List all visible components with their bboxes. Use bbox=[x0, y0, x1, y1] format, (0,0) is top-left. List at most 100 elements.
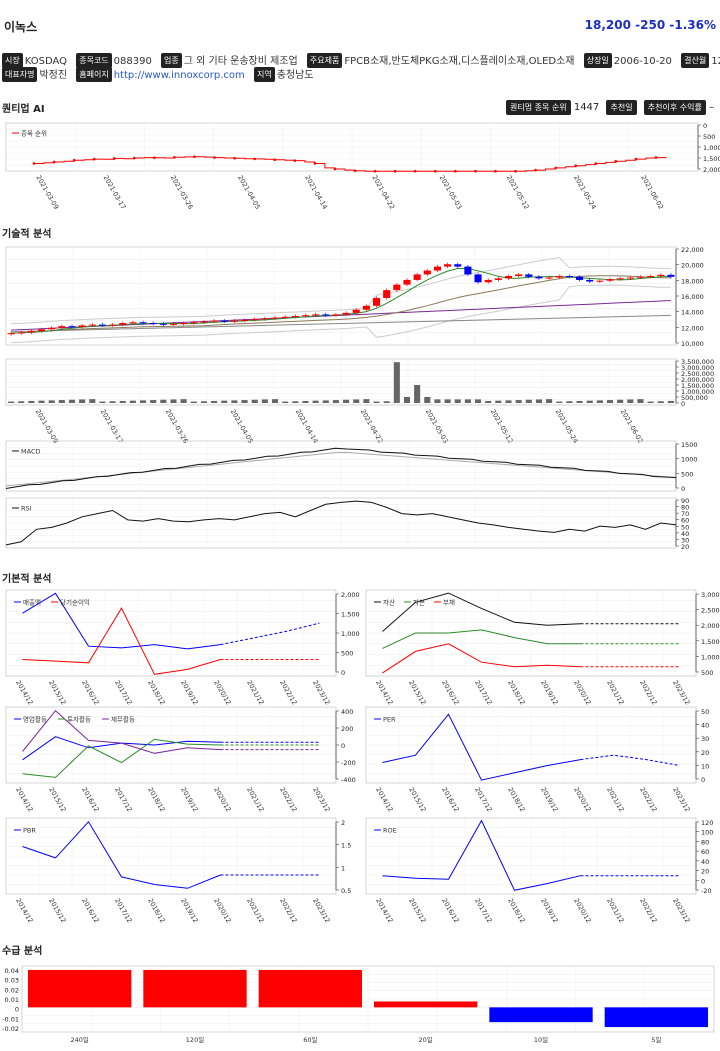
fiscal-tag: 결산월 bbox=[681, 53, 710, 68]
price-candle bbox=[139, 322, 147, 324]
volume-ytick-label: 2,500,000 bbox=[681, 370, 714, 378]
sales-xtick-label: 2016/12 bbox=[80, 679, 100, 706]
rank-point bbox=[273, 158, 277, 162]
cashflow-ytick-label: 0 bbox=[341, 742, 345, 750]
volume-xtick-label: 2021-04-14 bbox=[294, 408, 320, 445]
supply-ytick-label: 0.03 bbox=[5, 977, 19, 985]
price-candle bbox=[484, 279, 492, 283]
price-candle bbox=[494, 278, 502, 280]
rank-point bbox=[594, 162, 598, 165]
cashflow-xtick-label: 2014/12 bbox=[14, 786, 34, 813]
rank-point bbox=[654, 156, 658, 159]
PBR-xtick-label: 2020/12 bbox=[212, 897, 232, 924]
rank-point bbox=[133, 156, 136, 160]
price-candle bbox=[342, 312, 350, 315]
volume-bar bbox=[353, 399, 360, 403]
rank-point bbox=[413, 169, 417, 173]
volume-bar bbox=[261, 399, 268, 403]
PER-ytick-label: 0 bbox=[701, 776, 705, 784]
price-candle bbox=[647, 276, 655, 278]
ROE-xtick-label: 2018/12 bbox=[506, 897, 526, 924]
PBR-xtick-label: 2017/12 bbox=[113, 897, 133, 924]
volume-bar bbox=[667, 400, 674, 403]
supply-bar bbox=[374, 1001, 478, 1008]
volume-bar bbox=[475, 399, 482, 403]
macd-ytick-label: 1000 bbox=[681, 456, 698, 464]
volume-bar bbox=[535, 399, 542, 403]
cashflow-xtick-label: 2020/12 bbox=[212, 786, 232, 813]
rank-xtick-label: 2021-03-17 bbox=[102, 174, 128, 211]
price-candle bbox=[464, 266, 472, 275]
price-candle bbox=[210, 320, 218, 322]
rank-point bbox=[474, 169, 477, 173]
supply-ytick-label: 0.04 bbox=[5, 967, 19, 975]
cashflow-xtick-label: 2018/12 bbox=[146, 786, 166, 813]
price-candle bbox=[626, 277, 634, 279]
ROE-xtick-label: 2022/12 bbox=[638, 897, 658, 924]
assets-xtick-label: 2020/12 bbox=[572, 679, 592, 706]
rank-point bbox=[72, 158, 76, 162]
sales-xtick-label: 2015/12 bbox=[47, 679, 67, 706]
sales-ytick-label: 0 bbox=[341, 669, 345, 677]
macd-ytick-label: 500 bbox=[681, 470, 693, 478]
volume-ytick-label: 3,500,000 bbox=[681, 358, 714, 366]
price-candle bbox=[535, 276, 543, 279]
supply-bar bbox=[28, 969, 132, 1008]
PBR-ytick-label: 0.5 bbox=[341, 887, 351, 895]
price-candle bbox=[109, 324, 117, 326]
volume-bar bbox=[485, 400, 492, 403]
industry-tag: 업종 bbox=[161, 53, 182, 68]
volume-bar bbox=[150, 400, 157, 403]
price-ytick-label: 18,000 bbox=[681, 277, 704, 285]
PBR-xtick-label: 2023/12 bbox=[311, 897, 331, 924]
volume-bar bbox=[160, 399, 167, 403]
homepage-link[interactable]: http://www.innoxcorp.com bbox=[113, 70, 245, 81]
rsi-ytick-label: 80 bbox=[681, 504, 689, 512]
ROE-legend-label: ROE bbox=[383, 827, 397, 835]
price-candle bbox=[220, 320, 228, 322]
price-ytick-label: 20,000 bbox=[681, 262, 704, 270]
rank-point bbox=[333, 167, 337, 171]
info-row-1: 시장 KOSDAQ 종목코드 088390 업종 그 외 기타 운송장비 제조업 주요… bbox=[2, 52, 720, 68]
volume-bar bbox=[282, 401, 289, 403]
price-candle bbox=[271, 317, 279, 319]
volume-bar bbox=[434, 399, 441, 403]
assets-series-2 bbox=[382, 643, 581, 674]
volume-xtick-label: 2021-03-17 bbox=[99, 408, 125, 445]
sales-xtick-label: 2023/12 bbox=[311, 679, 331, 706]
market-tag: 시장 bbox=[2, 53, 23, 68]
rank-ytick-label: 1,000 bbox=[703, 144, 720, 152]
rec-date-button[interactable]: 추천일 bbox=[606, 100, 637, 115]
volume-bar bbox=[68, 399, 76, 403]
volume-bar bbox=[464, 399, 471, 403]
PER-ytick-label: 50 bbox=[701, 708, 709, 716]
volume-bar bbox=[332, 400, 339, 403]
supply-ytick-label: 0.01 bbox=[5, 996, 19, 1004]
volume-xtick-label: 2021-04-05 bbox=[229, 408, 255, 445]
price-candle bbox=[565, 276, 573, 278]
section-tech: 기술적 분석 bbox=[2, 229, 52, 240]
assets-legend-label: 자산 bbox=[383, 598, 395, 607]
return-button[interactable]: 추천이후 수익률 bbox=[643, 100, 706, 115]
rank-point bbox=[353, 169, 357, 173]
assets-xtick-label: 2016/12 bbox=[440, 679, 460, 706]
price-candle bbox=[48, 327, 56, 330]
supply-xtick-label: 240일 bbox=[70, 1035, 88, 1044]
volume-bar bbox=[140, 400, 147, 403]
market-value: KOSDAQ bbox=[24, 56, 68, 67]
sales-series-1 bbox=[22, 607, 221, 675]
sales-ytick-label: 1,000 bbox=[341, 630, 360, 638]
PBR-series-0 bbox=[22, 820, 221, 889]
volume-bar bbox=[18, 401, 25, 403]
price-candle bbox=[383, 290, 391, 298]
rank-point bbox=[92, 157, 96, 161]
rank-point bbox=[193, 155, 196, 158]
cashflow-legend-label: 영업활동 bbox=[23, 715, 47, 724]
sales-xtick-label: 2018/12 bbox=[146, 679, 166, 706]
volume-bar bbox=[129, 400, 136, 403]
macd-ytick-label: 0 bbox=[681, 485, 685, 493]
volume-bar bbox=[79, 399, 86, 403]
rank-button[interactable]: 퀀티멉 종목 순위 bbox=[506, 100, 571, 115]
price-candle bbox=[444, 264, 452, 267]
